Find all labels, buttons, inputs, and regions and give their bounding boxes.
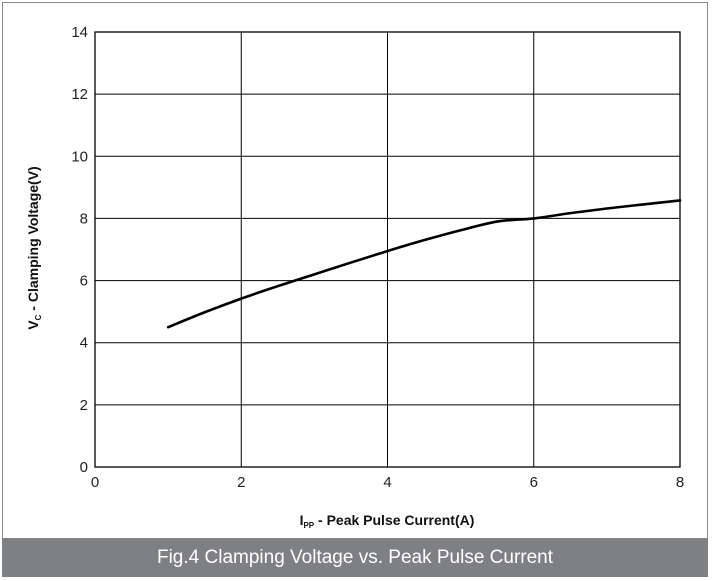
y-tick-label: 10 [71, 148, 88, 165]
x-tick-label: 4 [383, 474, 391, 491]
x-tick-label: 2 [237, 474, 245, 491]
x-tick-label: 8 [676, 474, 684, 491]
x-axis-label-sub: PP [303, 521, 314, 530]
x-axis-label-rest: - Peak Pulse Current(A) [314, 512, 474, 528]
x-tick-label: 6 [530, 474, 538, 491]
series-line [166, 199, 682, 329]
y-axis-label: VC - Clamping Voltage(V) [25, 166, 43, 329]
y-axis-label-main: V [25, 320, 41, 330]
plot-area [94, 31, 681, 468]
x-axis-label-main: I [300, 512, 304, 528]
y-axis-label-rest: - Clamping Voltage(V) [25, 166, 41, 314]
chart: 0 2 4 6 8 0 2 4 6 8 10 12 14 IPP - Peak Pulse Curre… [25, 24, 684, 530]
y-tick-label: 12 [71, 86, 88, 103]
y-tick-label: 14 [71, 24, 88, 41]
y-tick-label: 0 [80, 459, 88, 476]
y-tick-label: 6 [80, 273, 88, 290]
x-axis-label: IPP - Peak Pulse Current(A) [300, 512, 475, 530]
y-tick-label: 4 [80, 335, 88, 352]
grid-lines [94, 31, 681, 468]
y-tick-label: 8 [80, 210, 88, 227]
x-tick-labels: 0 2 4 6 8 [91, 474, 684, 491]
y-tick-label: 2 [80, 397, 88, 414]
x-tick-label: 0 [91, 474, 99, 491]
y-axis-label-sub: C [34, 314, 43, 320]
figure-caption: Fig.4 Clamping Voltage vs. Peak Pulse Cu… [2, 538, 708, 577]
y-tick-labels: 0 2 4 6 8 10 12 14 [71, 24, 88, 476]
